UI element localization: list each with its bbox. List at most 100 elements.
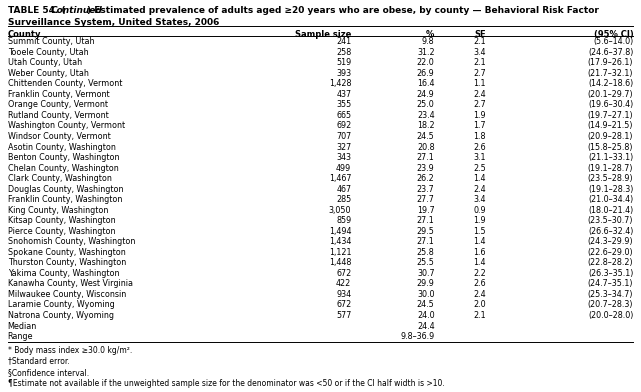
Text: County: County — [8, 30, 41, 39]
Text: (21.1–33.1): (21.1–33.1) — [588, 153, 633, 162]
Text: Summit County, Utah: Summit County, Utah — [8, 37, 94, 46]
Text: 3,050: 3,050 — [329, 206, 351, 215]
Text: 285: 285 — [336, 195, 351, 204]
Text: 665: 665 — [336, 111, 351, 120]
Text: Yakima County, Washington: Yakima County, Washington — [8, 269, 119, 278]
Text: 2.1: 2.1 — [473, 37, 486, 46]
Text: Franklin County, Vermont: Franklin County, Vermont — [8, 90, 110, 99]
Text: Clark County, Washington: Clark County, Washington — [8, 174, 112, 183]
Text: 577: 577 — [336, 311, 351, 320]
Text: (23.5–30.7): (23.5–30.7) — [588, 216, 633, 225]
Text: 9.8: 9.8 — [422, 37, 435, 46]
Text: Chittenden County, Vermont: Chittenden County, Vermont — [8, 79, 122, 88]
Text: 31.2: 31.2 — [417, 48, 435, 57]
Text: 707: 707 — [336, 132, 351, 141]
Text: 1,448: 1,448 — [329, 258, 351, 267]
Text: 437: 437 — [336, 90, 351, 99]
Text: (19.7–27.1): (19.7–27.1) — [588, 111, 633, 120]
Text: Thurston County, Washington: Thurston County, Washington — [8, 258, 126, 267]
Text: Benton County, Washington: Benton County, Washington — [8, 153, 119, 162]
Text: 2.1: 2.1 — [473, 311, 486, 320]
Text: 26.9: 26.9 — [417, 69, 435, 78]
Text: 29.5: 29.5 — [417, 227, 435, 236]
Text: 1.8: 1.8 — [473, 132, 486, 141]
Text: Washington County, Vermont: Washington County, Vermont — [8, 122, 125, 131]
Text: 1.6: 1.6 — [473, 248, 486, 257]
Text: (24.3–29.9): (24.3–29.9) — [588, 237, 633, 246]
Text: King County, Washington: King County, Washington — [8, 206, 108, 215]
Text: 22.0: 22.0 — [417, 58, 435, 67]
Text: Douglas County, Washington: Douglas County, Washington — [8, 185, 123, 194]
Text: (17.9–26.1): (17.9–26.1) — [588, 58, 633, 67]
Text: 1.5: 1.5 — [473, 227, 486, 236]
Text: %: % — [426, 30, 435, 39]
Text: 393: 393 — [336, 69, 351, 78]
Text: (14.2–18.6): (14.2–18.6) — [588, 79, 633, 88]
Text: 19.7: 19.7 — [417, 206, 435, 215]
Text: 1.4: 1.4 — [473, 258, 486, 267]
Text: 1,467: 1,467 — [329, 174, 351, 183]
Text: (20.7–28.3): (20.7–28.3) — [588, 301, 633, 309]
Text: (14.9–21.5): (14.9–21.5) — [588, 122, 633, 131]
Text: 27.7: 27.7 — [417, 195, 435, 204]
Text: Laramie County, Wyoming: Laramie County, Wyoming — [8, 301, 115, 309]
Text: 467: 467 — [336, 185, 351, 194]
Text: (19.1–28.7): (19.1–28.7) — [588, 163, 633, 172]
Text: 327: 327 — [336, 143, 351, 152]
Text: 1.4: 1.4 — [473, 237, 486, 246]
Text: 2.2: 2.2 — [473, 269, 486, 278]
Text: Milwaukee County, Wisconsin: Milwaukee County, Wisconsin — [8, 290, 126, 299]
Text: 1,428: 1,428 — [329, 79, 351, 88]
Text: 1.1: 1.1 — [473, 79, 486, 88]
Text: 24.4: 24.4 — [417, 321, 435, 330]
Text: §Confidence interval.: §Confidence interval. — [8, 368, 89, 377]
Text: 3.4: 3.4 — [473, 195, 486, 204]
Text: Snohomish County, Washington: Snohomish County, Washington — [8, 237, 135, 246]
Text: 2.5: 2.5 — [473, 163, 486, 172]
Text: Tooele County, Utah: Tooele County, Utah — [8, 48, 88, 57]
Text: 29.9: 29.9 — [417, 279, 435, 289]
Text: 30.7: 30.7 — [417, 269, 435, 278]
Text: (18.0–21.4): (18.0–21.4) — [588, 206, 633, 215]
Text: 30.0: 30.0 — [417, 290, 435, 299]
Text: 1.4: 1.4 — [473, 174, 486, 183]
Text: (15.8–25.8): (15.8–25.8) — [588, 143, 633, 152]
Text: 1,494: 1,494 — [329, 227, 351, 236]
Text: 2.4: 2.4 — [473, 185, 486, 194]
Text: 23.9: 23.9 — [417, 163, 435, 172]
Text: Continued: Continued — [51, 6, 103, 15]
Text: 343: 343 — [337, 153, 351, 162]
Text: (24.6–37.8): (24.6–37.8) — [588, 48, 633, 57]
Text: 26.2: 26.2 — [417, 174, 435, 183]
Text: 27.1: 27.1 — [417, 216, 435, 225]
Text: 27.1: 27.1 — [417, 153, 435, 162]
Text: * Body mass index ≥30.0 kg/m².: * Body mass index ≥30.0 kg/m². — [8, 346, 132, 355]
Text: (19.1–28.3): (19.1–28.3) — [588, 185, 633, 194]
Text: 23.7: 23.7 — [417, 185, 435, 194]
Text: 25.5: 25.5 — [417, 258, 435, 267]
Text: 258: 258 — [336, 48, 351, 57]
Text: TABLE 54. (: TABLE 54. ( — [8, 6, 65, 15]
Text: (23.5–28.9): (23.5–28.9) — [588, 174, 633, 183]
Text: Spokane County, Washington: Spokane County, Washington — [8, 248, 126, 257]
Text: Median: Median — [8, 321, 37, 330]
Text: 2.7: 2.7 — [473, 100, 486, 109]
Text: 18.2: 18.2 — [417, 122, 435, 131]
Text: 934: 934 — [336, 290, 351, 299]
Text: 25.0: 25.0 — [417, 100, 435, 109]
Text: (19.6–30.4): (19.6–30.4) — [588, 100, 633, 109]
Text: (26.6–32.4): (26.6–32.4) — [588, 227, 633, 236]
Text: (22.6–29.0): (22.6–29.0) — [588, 248, 633, 257]
Text: ) Estimated prevalence of adults aged ≥20 years who are obese, by county — Behav: ) Estimated prevalence of adults aged ≥2… — [87, 6, 599, 15]
Text: 3.4: 3.4 — [473, 48, 486, 57]
Text: 355: 355 — [336, 100, 351, 109]
Text: 23.4: 23.4 — [417, 111, 435, 120]
Text: (26.3–35.1): (26.3–35.1) — [588, 269, 633, 278]
Text: 24.5: 24.5 — [417, 132, 435, 141]
Text: (20.1–29.7): (20.1–29.7) — [588, 90, 633, 99]
Text: 672: 672 — [336, 269, 351, 278]
Text: Sample size: Sample size — [295, 30, 351, 39]
Text: 20.8: 20.8 — [417, 143, 435, 152]
Text: 0.9: 0.9 — [473, 206, 486, 215]
Text: SE: SE — [474, 30, 486, 39]
